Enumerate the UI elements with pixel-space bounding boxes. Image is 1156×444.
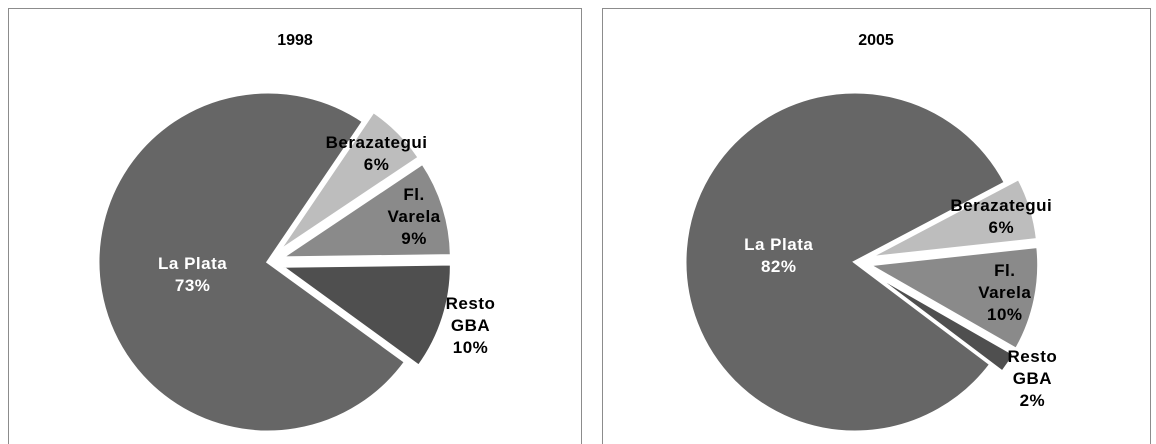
slice-label: Fl. Varela 9% <box>384 184 444 250</box>
slice-value: 82% <box>760 256 797 276</box>
pie-slice <box>867 176 1040 260</box>
pie-slice <box>276 161 453 260</box>
pie-slice <box>276 109 422 254</box>
slice-value: 73% <box>174 276 211 296</box>
slice-name: Resto GBA <box>1007 346 1058 388</box>
slice-value: 9% <box>401 228 427 248</box>
slice-label: Resto GBA 10% <box>446 293 496 359</box>
pie-slice <box>276 262 453 369</box>
slice-value: 6% <box>988 218 1015 238</box>
slice-label: Resto GBA 2% <box>1007 346 1057 412</box>
slice-name: Berazategui <box>950 196 1053 216</box>
panel-border <box>602 8 1151 444</box>
slice-value: 10% <box>987 305 1023 325</box>
slice-value: 6% <box>363 155 390 175</box>
pie-slice <box>96 90 408 434</box>
chart-title: 2005 <box>858 32 894 49</box>
slice-value: 10% <box>452 338 489 358</box>
pie-slice <box>865 268 1017 375</box>
slice-label: La Plata 73% <box>143 253 243 297</box>
slice-label: Fl. Varela 10% <box>975 260 1035 326</box>
slice-name: La Plata <box>158 254 228 274</box>
slice-name: Fl. Varela <box>978 261 1032 303</box>
slice-label: Berazategui 6% <box>322 132 432 176</box>
chart-title: 1998 <box>277 32 313 49</box>
slice-name: Fl. Varela <box>387 184 441 226</box>
panel-border <box>8 8 582 444</box>
slice-label: Berazategui 6% <box>946 195 1056 239</box>
slice-name: Berazategui <box>325 133 428 153</box>
pie-slice <box>863 244 1041 352</box>
slice-name: Resto GBA <box>445 294 496 336</box>
slice-value: 2% <box>1019 390 1046 410</box>
pie-slice <box>683 90 1008 434</box>
slice-label: La Plata 82% <box>729 234 829 278</box>
slice-name: La Plata <box>744 234 814 254</box>
